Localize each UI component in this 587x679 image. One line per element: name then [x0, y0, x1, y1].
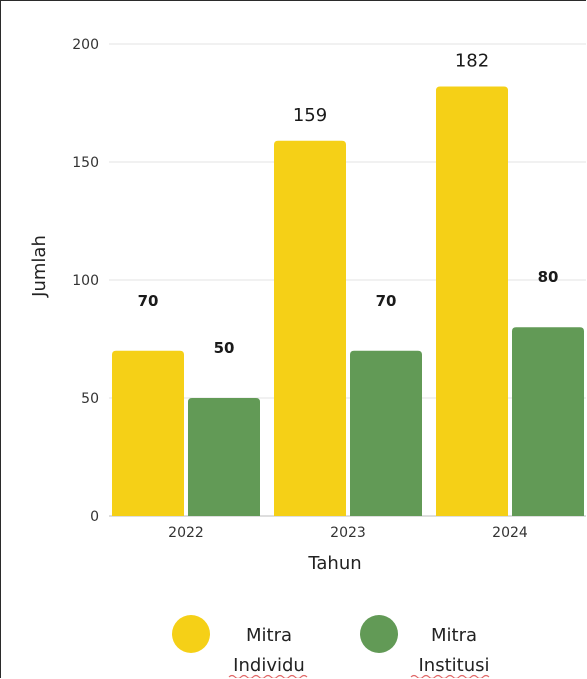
bars — [112, 86, 584, 516]
legend-label-institusi-line2: Institusi — [419, 655, 490, 676]
x-axis-label: Tahun — [307, 553, 361, 574]
data-label: 182 — [455, 50, 489, 71]
y-tick-label: 200 — [72, 37, 99, 53]
bar-individu-2024 — [436, 86, 508, 516]
legend-label-institusi-line1: Mitra — [431, 625, 477, 646]
data-label: 70 — [138, 292, 159, 310]
legend-swatch-institusi — [360, 615, 398, 653]
y-tick-label: 150 — [72, 155, 99, 171]
x-tick-label: 2022 — [168, 525, 204, 541]
data-label: 70 — [376, 292, 397, 310]
legend-label-individu-line2: Individu — [233, 655, 305, 676]
data-label: 80 — [538, 268, 559, 286]
bar-individu-2022 — [112, 351, 184, 516]
legend: Mitra Individu Mitra Institusi — [172, 615, 490, 678]
x-axis-ticks: 2022 2023 2024 — [168, 525, 528, 541]
bar-institusi-2022 — [188, 398, 260, 516]
legend-swatch-individu — [172, 615, 210, 653]
bar-institusi-2023 — [350, 351, 422, 516]
legend-item-institusi: Mitra Institusi — [360, 615, 490, 678]
x-tick-label: 2024 — [492, 525, 528, 541]
legend-label-individu-line1: Mitra — [246, 625, 292, 646]
legend-item-individu: Mitra Individu — [172, 615, 307, 678]
data-label: 159 — [293, 105, 327, 126]
y-axis-ticks: 0 50 100 150 200 — [72, 37, 99, 525]
x-tick-label: 2023 — [330, 525, 366, 541]
bar-individu-2023 — [274, 141, 346, 516]
y-axis-label: Jumlah — [29, 235, 50, 298]
y-tick-label: 50 — [81, 391, 99, 407]
data-label: 50 — [214, 339, 235, 357]
y-tick-label: 0 — [90, 509, 99, 525]
bar-institusi-2024 — [512, 327, 584, 516]
y-tick-label: 100 — [72, 273, 99, 289]
